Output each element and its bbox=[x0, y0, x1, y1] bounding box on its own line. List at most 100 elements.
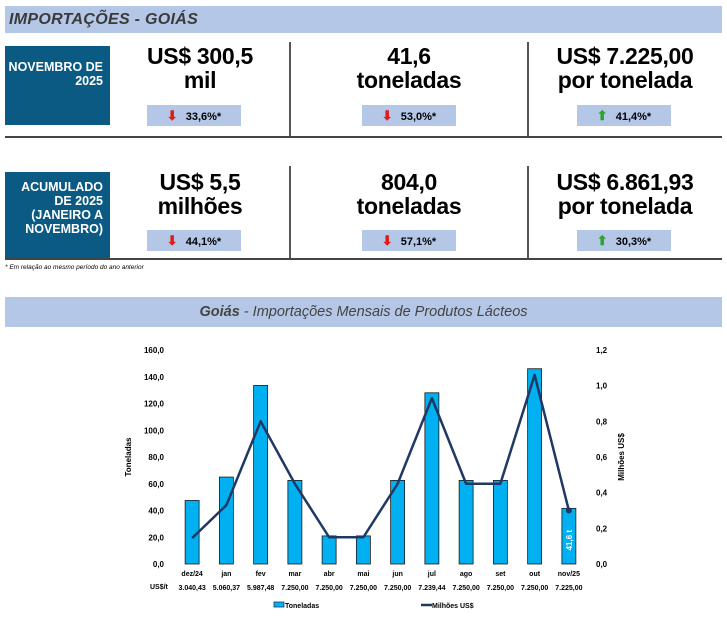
x-tick-label: jul bbox=[427, 571, 436, 578]
y2-tick-label: 0,0 bbox=[596, 560, 608, 569]
arrow-down-icon: ⬇ bbox=[166, 108, 178, 123]
x-tick-label: jun bbox=[391, 571, 403, 578]
price-label: 7.239,44 bbox=[418, 585, 445, 592]
legend-label-milhoes: Milhões US$ bbox=[432, 603, 474, 610]
price-label: 7.250,00 bbox=[487, 585, 514, 592]
y-tick-label: 100,0 bbox=[144, 426, 165, 435]
change-badge: ⬇ 57,1%* bbox=[362, 230, 456, 251]
price-row-label: US$/t bbox=[150, 584, 169, 591]
line-point-nov/25 bbox=[565, 507, 572, 514]
x-tick-label: dez/24 bbox=[181, 571, 203, 578]
y-tick-label: 160,0 bbox=[144, 346, 165, 355]
page-title: IMPORTAÇÕES - GOIÁS bbox=[9, 11, 199, 28]
y2-tick-label: 0,8 bbox=[596, 417, 608, 426]
change-value: 41,4%* bbox=[615, 111, 652, 123]
kpi-unit: milhões bbox=[157, 193, 243, 219]
price-label: 7.250,00 bbox=[521, 585, 548, 592]
change-value: 44,1%* bbox=[185, 236, 222, 248]
y-tick-label: 140,0 bbox=[144, 373, 165, 382]
x-tick-label: ago bbox=[460, 571, 472, 578]
x-tick-label: fev bbox=[256, 571, 266, 578]
y2-tick-label: 1,2 bbox=[596, 346, 608, 355]
kpi-card: 804,0 toneladas bbox=[290, 170, 528, 218]
y-axis-title: Toneladas bbox=[124, 437, 133, 477]
x-tick-label: set bbox=[495, 571, 506, 578]
chart-title-region: Goiás bbox=[199, 304, 240, 320]
divider bbox=[527, 166, 529, 260]
bar-set bbox=[492, 480, 508, 565]
y2-tick-label: 0,6 bbox=[596, 453, 608, 462]
bar-mar bbox=[287, 480, 303, 565]
arrow-down-icon: ⬇ bbox=[381, 233, 393, 248]
kpi-card: 41,6 toneladas bbox=[290, 44, 528, 92]
kpi-card: US$ 5,5 milhões bbox=[110, 170, 290, 218]
legend-label-toneladas: Toneladas bbox=[285, 603, 319, 610]
x-tick-label: nov/25 bbox=[558, 571, 580, 578]
bar-out bbox=[527, 368, 543, 565]
bar-ago bbox=[458, 480, 474, 565]
divider bbox=[527, 42, 529, 138]
bar-jul bbox=[424, 392, 440, 565]
footnote: * Em relação ao mesmo período do ano ant… bbox=[5, 264, 144, 271]
kpi-value: US$ 6.861,93 bbox=[556, 169, 694, 195]
divider bbox=[5, 258, 722, 260]
price-label: 7.250,00 bbox=[384, 585, 411, 592]
divider bbox=[5, 136, 722, 138]
bar-fev bbox=[253, 385, 269, 565]
x-tick-label: out bbox=[529, 571, 541, 578]
kpi-card: US$ 6.861,93 por tonelada bbox=[528, 170, 722, 218]
change-badge: ⬇ 53,0%* bbox=[362, 105, 456, 126]
legend-bar-swatch bbox=[273, 601, 285, 608]
y-tick-label: 60,0 bbox=[148, 480, 164, 489]
y2-tick-label: 0,4 bbox=[596, 489, 608, 498]
line-milhoes-usd bbox=[191, 373, 571, 540]
y-tick-label: 120,0 bbox=[144, 400, 165, 409]
chart-title-text: - Importações Mensais de Produtos Lácteo… bbox=[239, 304, 528, 320]
kpi-unit: toneladas bbox=[356, 193, 462, 219]
price-label: 3.040,43 bbox=[179, 585, 206, 592]
kpi-unit: por tonelada bbox=[557, 193, 693, 219]
price-label: 7.250,00 bbox=[281, 585, 308, 592]
price-label: 7.250,00 bbox=[350, 585, 377, 592]
y2-tick-label: 0,2 bbox=[596, 524, 608, 533]
kpi-card: US$ 300,5 mil bbox=[110, 44, 290, 92]
period-label-accumulated: ACUMULADO DE 2025 (JANEIRO A NOVEMBRO) bbox=[5, 172, 110, 259]
header-bar: IMPORTAÇÕES - GOIÁS bbox=[5, 6, 722, 33]
arrow-down-icon: ⬇ bbox=[166, 233, 178, 248]
y-tick-label: 0,0 bbox=[153, 560, 165, 569]
kpi-value: 804,0 bbox=[380, 169, 438, 195]
y-tick-label: 20,0 bbox=[148, 533, 164, 542]
y2-axis-title: Milhões US$ bbox=[617, 433, 626, 481]
kpi-unit: toneladas bbox=[356, 67, 462, 93]
change-badge: ⬇ 33,6%* bbox=[147, 105, 241, 126]
arrow-up-icon: ⬆ bbox=[596, 233, 608, 248]
kpi-unit: mil bbox=[183, 67, 217, 93]
kpi-value: US$ 7.225,00 bbox=[556, 43, 694, 69]
period-label-monthly: NOVEMBRO DE 2025 bbox=[5, 46, 110, 125]
change-badge: ⬆ 30,3%* bbox=[577, 230, 671, 251]
x-tick-label: mai bbox=[357, 571, 369, 578]
divider bbox=[289, 166, 291, 260]
price-label: 5.987,48 bbox=[247, 585, 274, 592]
change-value: 30,3%* bbox=[615, 236, 652, 248]
change-value: 57,1%* bbox=[400, 236, 437, 248]
arrow-up-icon: ⬆ bbox=[596, 108, 608, 123]
change-badge: ⬇ 44,1%* bbox=[147, 230, 241, 251]
price-label: 7.250,00 bbox=[453, 585, 480, 592]
kpi-value: US$ 300,5 bbox=[147, 43, 253, 69]
kpi-card: US$ 7.225,00 por tonelada bbox=[528, 44, 722, 92]
bar-abr bbox=[321, 535, 337, 565]
price-label: 7.250,00 bbox=[316, 585, 343, 592]
x-tick-label: jan bbox=[220, 571, 231, 578]
change-badge: ⬆ 41,4%* bbox=[577, 105, 671, 126]
chart-title: Goiás - Importações Mensais de Produtos … bbox=[5, 297, 722, 327]
kpi-unit: por tonelada bbox=[557, 67, 693, 93]
change-value: 33,6%* bbox=[185, 111, 222, 123]
kpi-value: 41,6 bbox=[387, 43, 431, 69]
bar-mai bbox=[355, 535, 371, 565]
x-tick-label: abr bbox=[324, 571, 335, 578]
x-tick-label: mar bbox=[288, 571, 301, 578]
arrow-down-icon: ⬇ bbox=[381, 108, 393, 123]
divider bbox=[289, 42, 291, 138]
